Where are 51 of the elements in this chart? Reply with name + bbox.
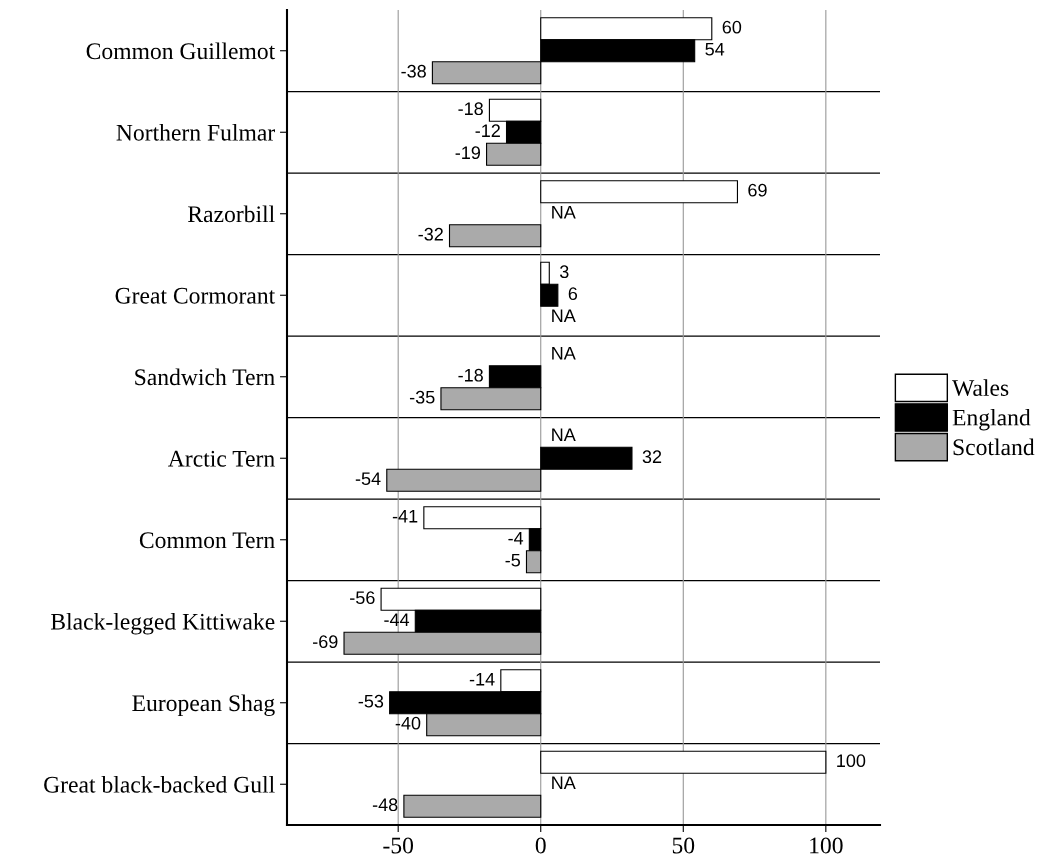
x-tick-label: -50 [383, 837, 414, 854]
data-label: -53 [358, 694, 384, 708]
data-label: -35 [409, 390, 435, 404]
data-label: -40 [395, 716, 421, 730]
y-tick-label: Great Cormorant [115, 287, 276, 304]
data-label: -38 [401, 64, 426, 78]
data-label: -19 [455, 146, 481, 160]
bar [448, 224, 542, 248]
legend-label: Scotland [953, 438, 1035, 456]
data-label: -32 [418, 227, 443, 241]
data-label: 32 [642, 450, 662, 464]
y-tick-label: Northern Fulmar [116, 124, 275, 141]
text: NA [552, 309, 576, 322]
data-label: 69 [748, 183, 767, 197]
y-tick-label: Common Tern [139, 532, 275, 549]
data-label: -18 [458, 102, 483, 116]
data-label: 100 [837, 754, 866, 768]
data-label: -48 [372, 798, 398, 812]
x-tick-label: 0 [535, 837, 546, 854]
bar [540, 180, 739, 204]
text: NA [552, 206, 576, 219]
x-tick-label: 100 [810, 837, 843, 854]
text: NA [552, 346, 576, 360]
legend-label: England [952, 408, 1031, 431]
text: NA [552, 428, 576, 441]
y-tick-label: Great black-backed Gull [44, 776, 275, 793]
data-label: 60 [722, 20, 742, 34]
legend-label: Wales [952, 379, 1009, 397]
bar [540, 750, 827, 774]
x-tick-label: 50 [672, 837, 695, 854]
y-tick-label: European Shag [132, 694, 275, 717]
data-label: -41 [392, 509, 418, 523]
data-label: -5 [505, 554, 521, 567]
y-tick-label: Sandwich Tern [135, 368, 275, 386]
text: NA [552, 776, 576, 789]
y-tick-label: Black-legged Kittiwake [50, 613, 275, 635]
data-label: -14 [469, 672, 495, 686]
data-label: -12 [475, 124, 500, 137]
y-tick-label: Arctic Tern [168, 450, 275, 467]
data-label: -56 [350, 591, 375, 605]
data-label: 54 [705, 43, 725, 56]
data-label: -54 [355, 472, 381, 486]
data-label: -69 [313, 635, 338, 649]
y-tick-label: Common Guillemot [86, 42, 276, 60]
data-label: 6 [568, 287, 578, 301]
data-label: -4 [508, 532, 524, 545]
data-label: -18 [458, 368, 483, 382]
data-label: 3 [559, 265, 569, 279]
data-label: -44 [384, 613, 410, 626]
y-tick-label: Razorbill [188, 205, 275, 223]
bar [403, 794, 542, 818]
